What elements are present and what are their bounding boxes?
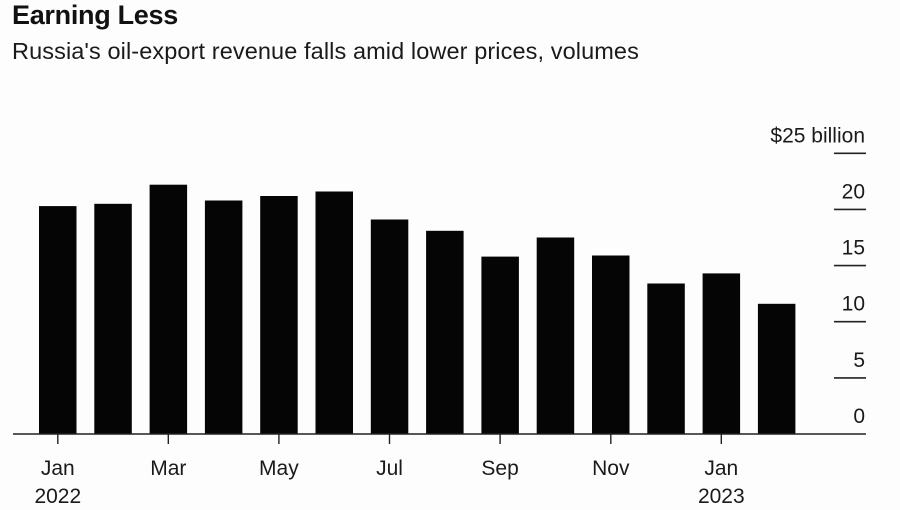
y-tick-label-5: 5 [853,349,865,372]
x-tick-label: Mar [150,457,186,480]
bar-apr-2022 [204,200,243,434]
bar-jan-2023 [702,273,741,434]
x-tick-label: Jan [704,457,738,480]
bar-jan-2022 [39,206,77,434]
bar-feb-2023 [757,303,796,434]
bar-sep-2022 [481,256,519,434]
x-tick-year-label: 2022 [34,485,81,508]
bar-dec-2022 [647,283,685,434]
bar-jul-2022 [370,219,409,434]
x-tick-label: Nov [592,457,630,480]
y-tick-label-15: 15 [842,237,865,260]
bar-oct-2022 [536,237,575,434]
y-tick-label-10: 10 [842,293,865,316]
chart-title: Earning Less [12,0,178,30]
bar-aug-2022 [426,230,464,434]
bar-may-2022 [260,196,298,434]
y-tick-label-0: 0 [853,405,865,428]
bar-mar-2022 [149,184,188,434]
x-tick-year-label: 2023 [698,485,745,508]
y-axis: $25 billion 20 15 10 5 0 [770,124,866,428]
bar-feb-2022 [94,203,132,434]
chart-subtitle: Russia's oil-export revenue falls amid l… [12,38,639,64]
bar-nov-2022 [592,255,630,434]
bar-jun-2022 [315,191,353,434]
y-tick-label-25: $25 billion [770,124,865,147]
x-tick-label: Jan [41,457,75,480]
x-tick-label: Sep [481,457,518,480]
x-tick-label: May [259,457,299,480]
x-tick-label: Jul [376,457,403,480]
x-axis: Jan 2022 Mar May Jul Sep Nov Jan 2023 [13,433,866,508]
bars-group [39,184,796,434]
y-tick-label-20: 20 [842,180,865,203]
